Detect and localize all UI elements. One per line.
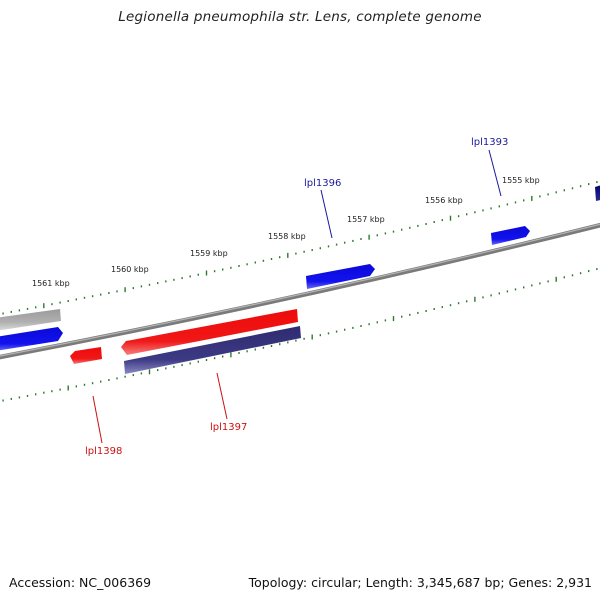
gene-grey-block[interactable] xyxy=(0,309,61,331)
scale-label: 1558 kbp xyxy=(268,232,306,241)
leader-line-lpl1398 xyxy=(92,395,103,444)
gene-label-lpl1398[interactable]: lpl1398 xyxy=(85,446,122,457)
accession-text: Accession: NC_006369 xyxy=(9,575,152,590)
gene-lpl1398-arrow[interactable] xyxy=(70,347,102,364)
gene-lpl1397-purple-block[interactable] xyxy=(124,326,301,374)
scale-label: 1555 kbp xyxy=(502,176,540,185)
gene-label-lpl1396[interactable]: lpl1396 xyxy=(304,178,341,189)
leader-line-lpl1396 xyxy=(320,189,333,239)
genome-summary-text: Topology: circular; Length: 3,345,687 bp… xyxy=(248,575,592,590)
gene-blue-left-arrow[interactable] xyxy=(0,327,63,351)
gene-lpl1396-arrow[interactable] xyxy=(306,264,375,289)
scale-label: 1561 kbp xyxy=(32,279,70,288)
scale-labels: 1561 kbp 1560 kbp 1559 kbp 1558 kbp 1557… xyxy=(32,176,540,288)
gene-edge-navy-arrow[interactable] xyxy=(595,184,600,201)
leader-line-lpl1397 xyxy=(216,372,228,420)
gene-label-lpl1393[interactable]: lpl1393 xyxy=(471,137,508,148)
scale-label: 1560 kbp xyxy=(111,265,149,274)
scale-label: 1559 kbp xyxy=(190,249,228,258)
scale-ruler-outer xyxy=(2,181,598,315)
gene-lpl1397-red-arrow[interactable] xyxy=(121,309,298,355)
scale-ruler-inner xyxy=(2,268,598,402)
scale-label: 1557 kbp xyxy=(347,215,385,224)
genome-backbone-highlight xyxy=(0,223,600,357)
genome-backbone xyxy=(0,222,600,360)
gene-label-lpl1397[interactable]: lpl1397 xyxy=(210,422,247,433)
map-title: Legionella pneumophila str. Lens, comple… xyxy=(118,9,482,25)
scale-label: 1556 kbp xyxy=(425,196,463,205)
leader-line-lpl1393 xyxy=(488,149,502,197)
gene-lpl1393-arrow[interactable] xyxy=(491,226,530,245)
